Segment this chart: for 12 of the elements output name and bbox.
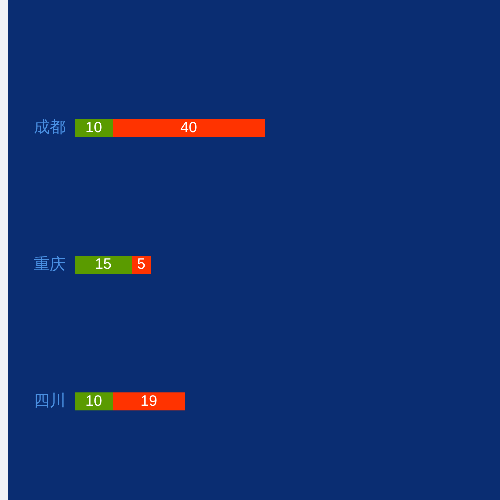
data-label: 10 bbox=[86, 392, 102, 410]
data-label: 5 bbox=[137, 256, 146, 274]
data-label: 10 bbox=[86, 119, 102, 136]
data-label: 40 bbox=[180, 119, 198, 136]
y-tick-label: 四川 bbox=[34, 392, 66, 410]
y-tick-label: 成都 bbox=[34, 118, 66, 137]
bar bbox=[75, 256, 132, 274]
data-label: 15 bbox=[95, 256, 112, 274]
data-label: 19 bbox=[140, 392, 158, 410]
bar bbox=[113, 119, 265, 138]
y-tick-label: 重庆 bbox=[34, 255, 66, 274]
bar bbox=[113, 392, 186, 411]
